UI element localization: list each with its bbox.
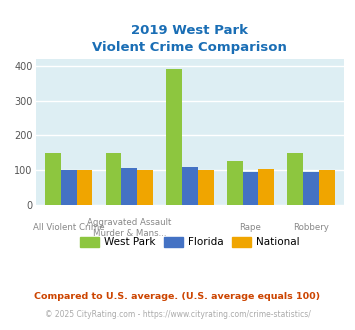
Text: Aggravated Assault: Aggravated Assault [87,218,171,227]
Bar [227,161,242,205]
Bar [198,170,214,205]
Bar [319,170,335,205]
Bar [45,153,61,205]
Text: Murder & Mans...: Murder & Mans... [93,229,166,238]
Bar [77,170,92,205]
Text: © 2025 CityRating.com - https://www.cityrating.com/crime-statistics/: © 2025 CityRating.com - https://www.city… [45,310,310,319]
Bar [182,167,198,205]
Bar [121,168,137,205]
Bar [106,153,121,205]
Bar [166,69,182,205]
Text: All Violent Crime: All Violent Crime [33,223,105,232]
Bar [61,170,77,205]
Bar [258,169,274,205]
Text: Rape: Rape [240,223,261,232]
Bar [242,173,258,205]
Text: Compared to U.S. average. (U.S. average equals 100): Compared to U.S. average. (U.S. average … [34,292,321,301]
Bar [137,170,153,205]
Text: Robbery: Robbery [293,223,329,232]
Bar [303,173,319,205]
Legend: West Park, Florida, National: West Park, Florida, National [76,233,304,252]
Bar [288,153,303,205]
Title: 2019 West Park
Violent Crime Comparison: 2019 West Park Violent Crime Comparison [93,24,287,54]
